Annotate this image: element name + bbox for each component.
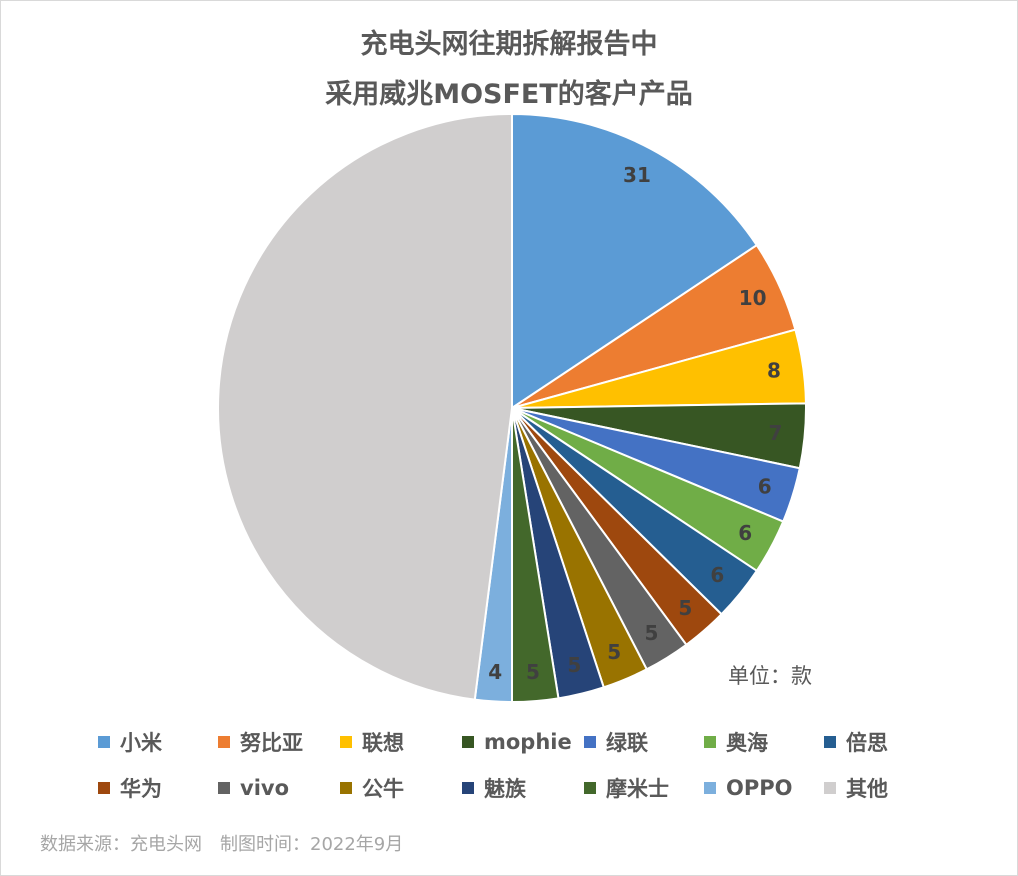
legend-item-0: 小米 bbox=[98, 728, 162, 756]
legend-item-5: 奥海 bbox=[704, 728, 768, 756]
legend-label: vivo bbox=[240, 776, 290, 800]
legend-item-3: mophie bbox=[462, 728, 572, 756]
legend-item-1: 努比亚 bbox=[218, 728, 303, 756]
pie-slice-13 bbox=[217, 112, 513, 701]
legend-item-11: 摩米士 bbox=[584, 774, 669, 802]
legend-item-12: OPPO bbox=[704, 774, 793, 802]
legend-swatch bbox=[824, 736, 836, 748]
legend-item-8: vivo bbox=[218, 774, 289, 802]
legend-label: 公牛 bbox=[362, 777, 404, 801]
legend-swatch bbox=[98, 736, 110, 748]
data-label-7: 5 bbox=[678, 596, 692, 620]
legend-item-9: 公牛 bbox=[340, 774, 404, 802]
chart-subtitle: 采用威兆MOSFET的客户产品 bbox=[325, 79, 693, 110]
legend-label: OPPO bbox=[726, 776, 793, 800]
legend-label: 魅族 bbox=[484, 777, 526, 801]
legend-item-7: 华为 bbox=[98, 774, 162, 802]
legend-label: 联想 bbox=[362, 731, 404, 755]
data-label-10: 5 bbox=[567, 653, 581, 677]
legend-label: mophie bbox=[484, 730, 572, 754]
legend-swatch bbox=[218, 736, 230, 748]
legend-label: 努比亚 bbox=[240, 731, 303, 755]
data-label-3: 7 bbox=[768, 421, 782, 445]
legend-swatch bbox=[462, 736, 474, 748]
data-label-1: 10 bbox=[739, 286, 767, 310]
legend-item-2: 联想 bbox=[340, 728, 404, 756]
legend-label: 摩米士 bbox=[606, 777, 669, 801]
pie-slice-0 bbox=[511, 112, 759, 410]
data-label-2: 8 bbox=[767, 358, 781, 382]
legend-item-6: 倍思 bbox=[824, 728, 888, 756]
legend-swatch bbox=[340, 782, 352, 794]
legend-swatch bbox=[704, 782, 716, 794]
legend-item-4: 绿联 bbox=[584, 728, 648, 756]
data-label-8: 5 bbox=[645, 621, 659, 645]
data-label-6: 6 bbox=[710, 563, 724, 587]
legend-swatch bbox=[218, 782, 230, 794]
legend-swatch bbox=[824, 782, 836, 794]
data-label-12: 4 bbox=[488, 660, 502, 684]
legend-label: 倍思 bbox=[846, 731, 888, 755]
legend-swatch bbox=[462, 782, 474, 794]
legend-swatch bbox=[584, 782, 596, 794]
unit-note: 单位：款 bbox=[728, 664, 812, 688]
source-note: 数据来源：充电头网 制图时间：2022年9月 bbox=[40, 834, 404, 855]
data-label-4: 6 bbox=[758, 475, 772, 499]
legend-swatch bbox=[340, 736, 352, 748]
data-label-11: 5 bbox=[526, 660, 540, 684]
legend-item-10: 魅族 bbox=[462, 774, 526, 802]
legend-label: 华为 bbox=[120, 777, 162, 801]
legend-label: 小米 bbox=[120, 731, 162, 755]
data-label-9: 5 bbox=[607, 640, 621, 664]
data-label-0: 31 bbox=[623, 163, 651, 187]
legend-label: 绿联 bbox=[606, 731, 648, 755]
legend-swatch bbox=[98, 782, 110, 794]
legend-swatch bbox=[584, 736, 596, 748]
data-label-5: 6 bbox=[738, 521, 752, 545]
legend-label: 奥海 bbox=[726, 731, 768, 755]
legend-item-13: 其他 bbox=[824, 774, 888, 802]
chart-title: 充电头网往期拆解报告中 bbox=[360, 29, 658, 60]
legend-label: 其他 bbox=[846, 777, 888, 801]
legend-swatch bbox=[704, 736, 716, 748]
